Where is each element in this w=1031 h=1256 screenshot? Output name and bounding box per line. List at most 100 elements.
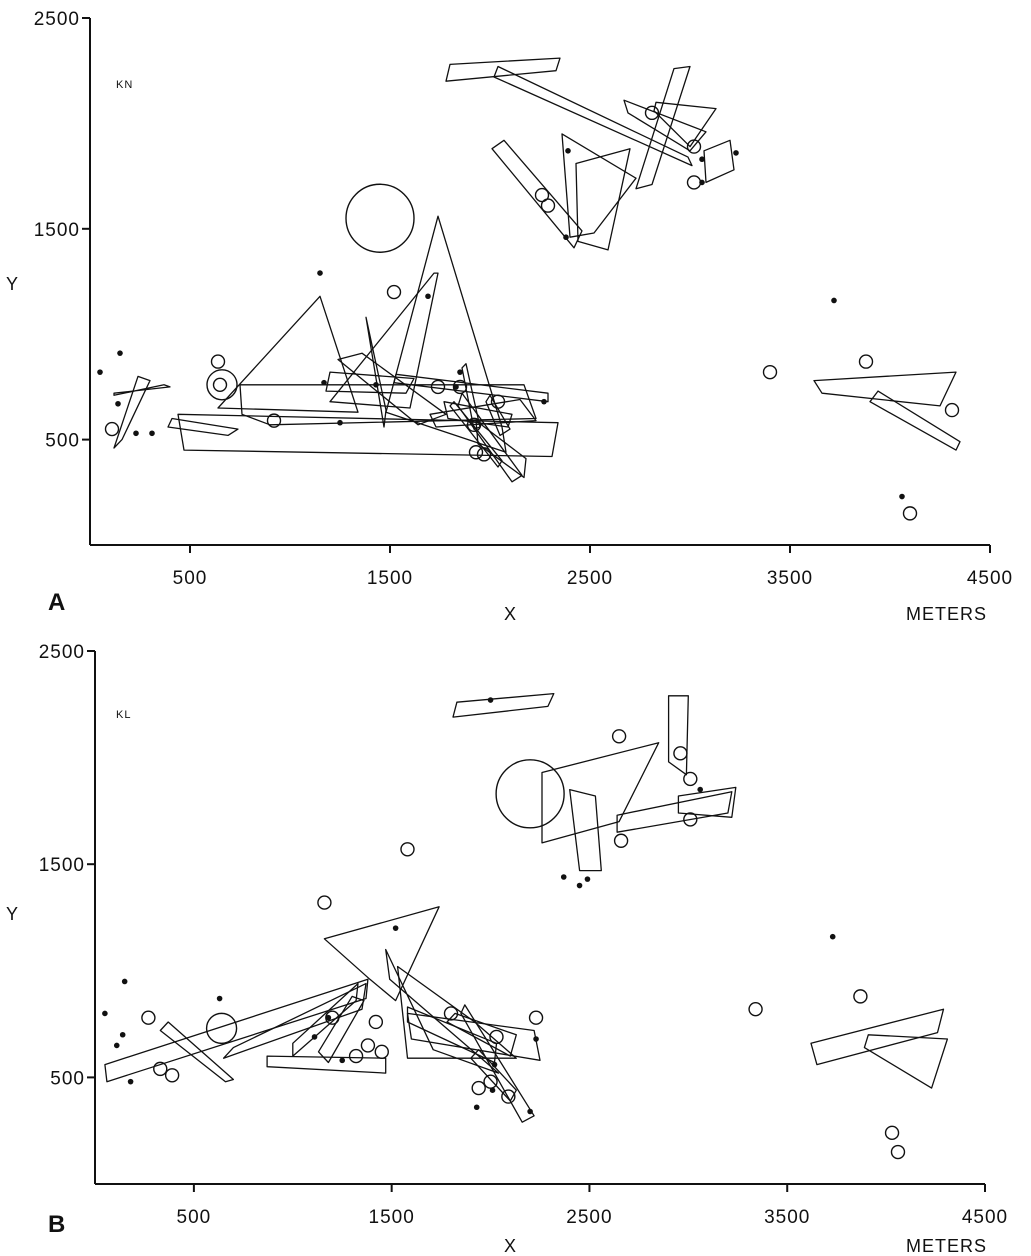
panel-a-dot-point bbox=[149, 430, 155, 436]
panel-a-dot-point bbox=[699, 156, 705, 162]
panel-a-dot-point bbox=[457, 369, 463, 375]
panel-a-code-label: KN bbox=[116, 79, 133, 91]
panel-a-x-axis-label: X bbox=[504, 604, 517, 624]
panel-b-dot-point bbox=[102, 1011, 108, 1017]
panel-b-circle-point bbox=[375, 1045, 388, 1058]
panel-b-y-axis-label: Y bbox=[6, 904, 19, 924]
panel-b-dot-point bbox=[577, 883, 583, 889]
panel-b-circle-point bbox=[166, 1069, 179, 1082]
panel-b-home-range-polygon bbox=[864, 1035, 947, 1088]
panel-b-circle-point bbox=[484, 1075, 497, 1088]
panel-b-home-range-polygon bbox=[160, 1022, 233, 1082]
panel-a-circle-point bbox=[388, 286, 401, 299]
panel-b-circle-point bbox=[361, 1039, 374, 1052]
panel-a-x-tick-label: 1500 bbox=[367, 568, 413, 589]
panel-b-dot-point bbox=[492, 1062, 498, 1068]
panel-b-circle-point bbox=[886, 1126, 899, 1139]
panel-a-letter: A bbox=[48, 589, 65, 616]
panel-a-y-tick-label: 2500 bbox=[34, 9, 80, 30]
panel-b-circle-point bbox=[684, 772, 697, 785]
panel-a-home-range-polygon bbox=[114, 385, 170, 396]
panel-b-circle-point bbox=[369, 1015, 382, 1028]
panel-b-dot-point bbox=[533, 1036, 539, 1042]
panel-a-dot-point bbox=[733, 150, 739, 156]
panel-a-home-range-polygon bbox=[636, 67, 690, 189]
panel-b-circle-point bbox=[401, 843, 414, 856]
panel-a-home-range-polygon bbox=[218, 296, 358, 412]
panel-b-dot-point bbox=[527, 1109, 533, 1115]
panel-b-dot-point bbox=[393, 925, 399, 931]
panel-b-circle-point bbox=[496, 760, 564, 828]
panel-a-circle-point bbox=[346, 184, 414, 252]
panel-a-circle-point bbox=[860, 355, 873, 368]
panel-b-home-range-polygon bbox=[570, 790, 602, 871]
panel-b-circle-point bbox=[854, 990, 867, 1003]
panel-a-home-range-polygon bbox=[562, 134, 636, 237]
panel-a-circle-point bbox=[946, 404, 959, 417]
panel-a-dot-point bbox=[899, 494, 905, 500]
panel-a-y-tick-label: 500 bbox=[45, 431, 80, 452]
panel-a-dot-point bbox=[425, 293, 431, 299]
panel-a-circle-point bbox=[688, 176, 701, 189]
panel-a-circle-point bbox=[212, 355, 225, 368]
panel-b-dot-point bbox=[122, 979, 128, 985]
panel-b-x-tick-label: 3500 bbox=[764, 1207, 810, 1228]
panel-a: KN A X Y METERS 500 1500 2500 3500 450050015… bbox=[6, 9, 1013, 624]
panel-b-dot-point bbox=[312, 1034, 318, 1040]
panel-b-y-tick-label: 1500 bbox=[39, 855, 85, 876]
panel-b-circle-point bbox=[749, 1003, 762, 1016]
panel-b-home-range-polygon bbox=[267, 1056, 386, 1073]
panel-a-circle-point bbox=[432, 380, 445, 393]
panel-a-y-tick-label: 1500 bbox=[34, 220, 80, 241]
panel-a-dot-point bbox=[115, 401, 121, 407]
panel-b-x-tick-label: 1500 bbox=[369, 1207, 415, 1228]
panel-b-dot-point bbox=[217, 996, 223, 1002]
panel-b-circle-point bbox=[615, 834, 628, 847]
panel-b-circle-point bbox=[613, 730, 626, 743]
panel-b-home-range-polygon bbox=[453, 694, 554, 718]
panel-b-circle-point bbox=[207, 1013, 237, 1043]
panel-b-dot-point bbox=[697, 787, 703, 793]
panel-b-dot-point bbox=[114, 1043, 120, 1049]
panel-b-dot-point bbox=[585, 876, 591, 882]
panel-a-dot-point bbox=[565, 148, 571, 154]
panel-b-x-tick-label: 4500 bbox=[962, 1207, 1008, 1228]
panel-b-x-tick-label: 500 bbox=[177, 1207, 212, 1228]
panel-b-dot-point bbox=[561, 874, 567, 880]
panel-b-dot-point bbox=[120, 1032, 126, 1038]
panel-a-dot-point bbox=[563, 234, 569, 240]
panel-b-circle-point bbox=[142, 1011, 155, 1024]
panel-a-home-range-polygon bbox=[446, 58, 560, 81]
panel-a-circle-point bbox=[542, 199, 555, 212]
panel-b-circle-point bbox=[530, 1011, 543, 1024]
panel-b: KL B X Y METERS 500 1500 2500 3500 4500 500 15… bbox=[6, 642, 1008, 1256]
panel-a-circle-point bbox=[904, 507, 917, 520]
panel-a-dot-point bbox=[117, 350, 123, 356]
panel-a-home-range-polygon bbox=[814, 372, 956, 406]
panel-b-x-tick-label: 2500 bbox=[566, 1207, 612, 1228]
panel-a-x-tick-label: 3500 bbox=[767, 568, 813, 589]
panel-a-home-range-polygon bbox=[114, 376, 150, 448]
panel-b-dot-point bbox=[339, 1058, 345, 1064]
panel-a-home-range-polygon bbox=[704, 140, 734, 182]
panel-b-home-range-polygon bbox=[669, 696, 689, 775]
panel-b-y-tick-label: 2500 bbox=[39, 642, 85, 663]
panel-a-circle-point bbox=[207, 370, 237, 400]
panel-a-x-tick-label: 2500 bbox=[567, 568, 613, 589]
panel-a-x-tick-label: 500 bbox=[173, 568, 208, 589]
panel-a-dot-point bbox=[337, 420, 343, 426]
panel-b-dot-point bbox=[474, 1104, 480, 1110]
panel-b-circle-point bbox=[472, 1082, 485, 1095]
panel-b-dot-point bbox=[488, 697, 494, 703]
panel-b-home-range-polygon bbox=[324, 907, 439, 1001]
panel-b-circle-point bbox=[891, 1146, 904, 1159]
panel-b-dot-point bbox=[128, 1079, 134, 1085]
panel-a-home-range-polygon bbox=[366, 317, 386, 427]
panel-a-unit-label: METERS bbox=[906, 604, 987, 624]
panel-a-dot-point bbox=[831, 298, 837, 304]
panel-b-code-label: KL bbox=[116, 709, 131, 721]
panel-b-circle-point bbox=[350, 1050, 363, 1063]
panel-a-dot-point bbox=[97, 369, 103, 375]
panel-a-dot-point bbox=[317, 270, 323, 276]
